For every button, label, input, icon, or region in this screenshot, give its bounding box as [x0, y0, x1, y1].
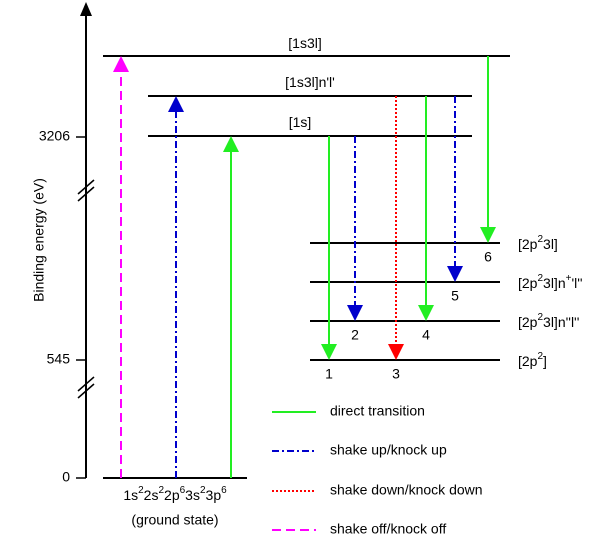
legend-label: shake down/knock down	[330, 482, 483, 498]
level-label: [2p23l]	[518, 234, 558, 252]
superscript: 2	[537, 234, 543, 245]
level-label: [2p2]	[518, 351, 547, 369]
arrowhead	[223, 136, 239, 152]
level-label: [1s]	[289, 114, 312, 130]
legend-label: direct transition	[330, 403, 425, 419]
ground-note: (ground state)	[131, 512, 218, 528]
y-axis-label: Binding energy (eV)	[31, 178, 47, 302]
transition-label: 1	[325, 366, 333, 382]
arrowhead	[388, 344, 404, 360]
tick-label: 545	[47, 351, 71, 367]
legend-label: shake up/knock up	[330, 442, 447, 458]
arrowhead	[321, 344, 337, 360]
text-part: 2s	[144, 487, 159, 503]
text-part: [2p	[518, 314, 538, 330]
superscript: 2	[158, 485, 164, 496]
text-part: 1s	[123, 487, 138, 503]
transition-label: 5	[451, 288, 459, 304]
level-label: [2p23l]n''l''	[518, 312, 579, 330]
text-part: 2p	[164, 487, 180, 503]
text-part: [2p	[518, 275, 538, 291]
text-part: [1s3l]n'l'	[285, 74, 335, 90]
superscript: 2	[537, 273, 543, 284]
text-part: ]	[543, 353, 547, 369]
text-part: 'l''	[571, 275, 582, 291]
tick-label: 0	[62, 469, 70, 485]
superscript: 2	[537, 312, 543, 323]
axis-break	[77, 179, 95, 399]
superscript: 6	[180, 485, 186, 496]
level-label: [1s3l]	[288, 35, 321, 51]
tick-label: 3206	[39, 128, 70, 144]
superscript: 2	[200, 485, 206, 496]
text-part: 3l]n''l''	[543, 314, 579, 330]
arrowhead	[447, 266, 463, 282]
transition-label: 3	[392, 366, 400, 382]
text-part: [1s]	[289, 114, 312, 130]
level-label: [1s3l]n'l'	[285, 74, 335, 90]
text-part: 3l]n	[543, 275, 566, 291]
transition-label: 2	[351, 327, 359, 343]
transition-label: 6	[484, 249, 492, 265]
arrowhead	[480, 227, 496, 243]
text-part: [2p	[518, 236, 538, 252]
text-part: 3p	[206, 487, 222, 503]
axis-arrowhead	[80, 2, 92, 16]
text-part: [2p	[518, 353, 538, 369]
arrowhead	[168, 96, 184, 112]
text-part: 3s	[185, 487, 200, 503]
superscript: 6	[221, 485, 227, 496]
legend-label: shake off/knock off	[330, 521, 446, 537]
text-part: 3l]	[543, 236, 558, 252]
arrowhead	[113, 56, 129, 72]
superscript: 2	[138, 485, 144, 496]
arrowhead	[418, 305, 434, 321]
level-label: [2p23l]n+'l''	[518, 273, 583, 291]
superscript: 2	[537, 351, 543, 362]
transition-label: 4	[422, 327, 430, 343]
text-part: [1s3l]	[288, 35, 321, 51]
superscript: +	[566, 273, 572, 284]
arrowhead	[347, 305, 363, 321]
ground-configuration: 1s22s22p63s23p6	[123, 485, 227, 503]
